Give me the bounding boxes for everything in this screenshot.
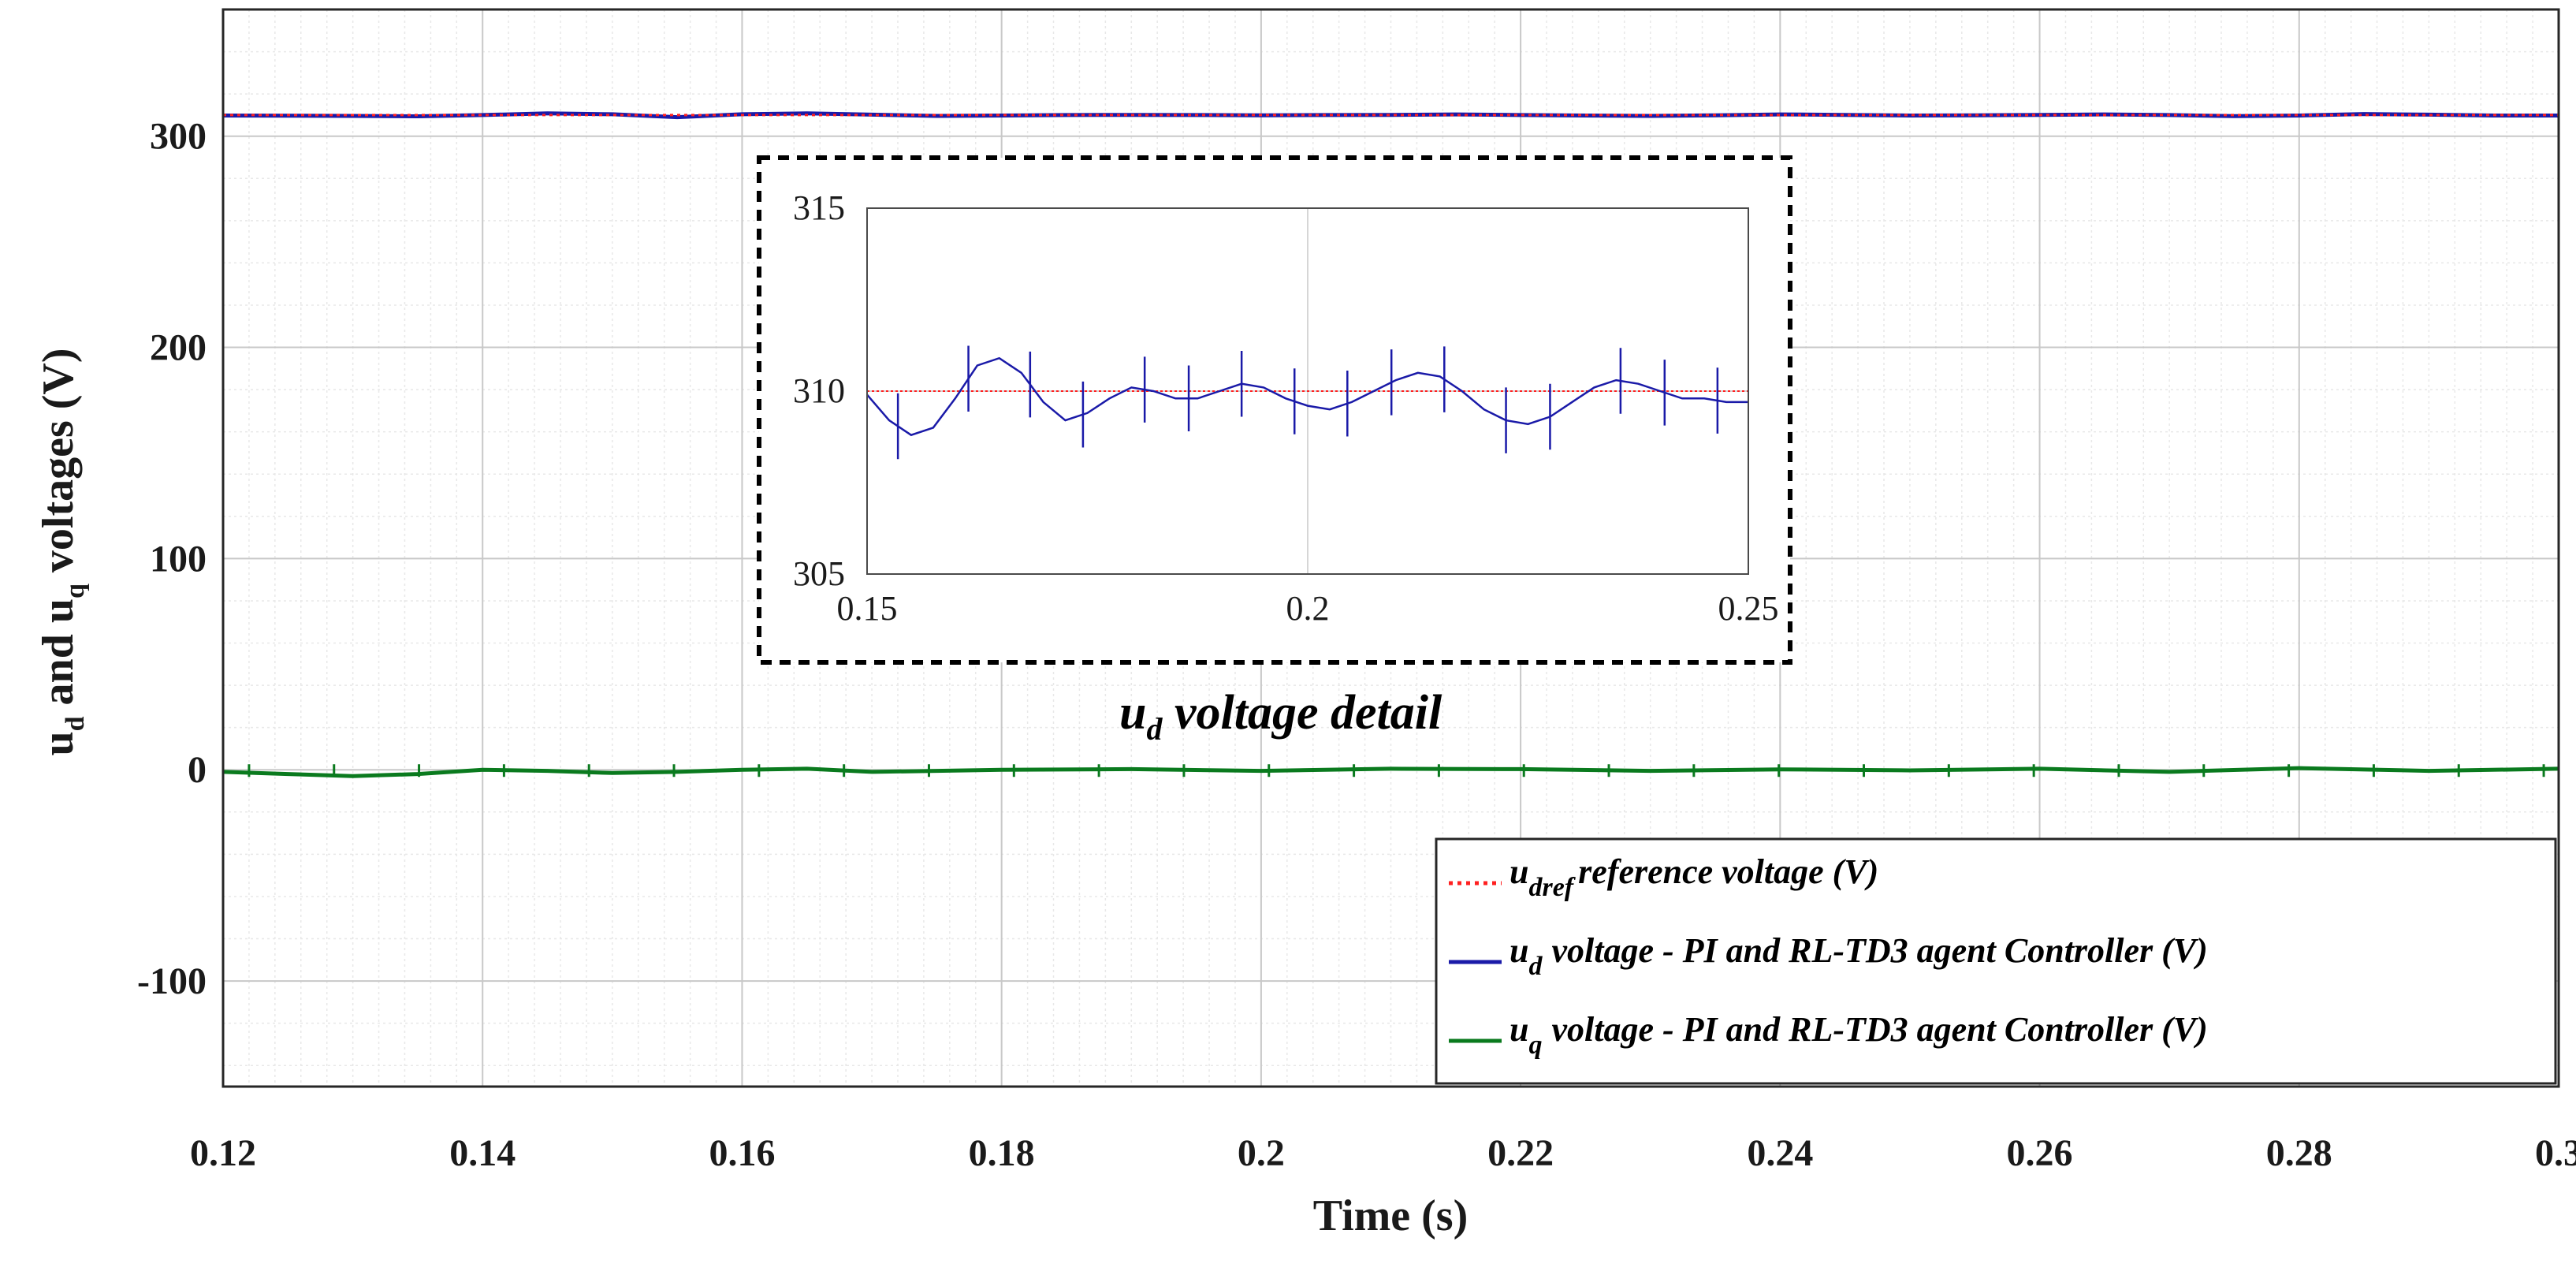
x-tick-label: 0.24 <box>1747 1132 1813 1174</box>
legend-label-ud-sub: d <box>1528 952 1543 981</box>
x-tick-label: 0.26 <box>2007 1132 2073 1174</box>
legend: udref reference voltage (V) ud voltage - P… <box>1435 837 2557 1085</box>
y-tick-label: -100 <box>137 960 207 1002</box>
legend-label-reference-sub: dref <box>1528 873 1576 902</box>
x-tick-label: 0.3 <box>2535 1132 2576 1174</box>
x-tick-label: 0.12 <box>190 1132 256 1174</box>
legend-label-reference-text: reference voltage (V) <box>1578 852 1878 891</box>
legend-label-uq-sub: q <box>1528 1031 1542 1060</box>
x-tick-label: 0.16 <box>709 1132 775 1174</box>
x-tick-label: 0.28 <box>2266 1132 2332 1174</box>
y-axis-ticks: -100 0 100 200 300 <box>137 116 207 1002</box>
y-axis-title: ud and uq voltages (V) <box>34 348 90 755</box>
legend-entry-uq: uq voltage - PI and RL-TD3 agent Controll… <box>1449 1010 2208 1060</box>
series-layer <box>222 111 2559 778</box>
legend-box <box>1435 837 2557 1085</box>
inset-x-tick-label: 0.15 <box>837 589 898 628</box>
y-tick-label: 200 <box>150 327 207 369</box>
y-tick-label: 300 <box>150 116 207 158</box>
inset-x-tick-label: 0.2 <box>1286 589 1330 628</box>
legend-label-ud-main: u <box>1509 931 1528 970</box>
plot-frame <box>221 8 2560 1088</box>
inset-y-tick-label: 315 <box>793 188 845 227</box>
inset-ticks: 0.15 0.2 0.25 305 310 315 <box>793 188 1779 628</box>
y-tick-label: 100 <box>150 538 207 580</box>
inset-series <box>866 345 1748 460</box>
inset-ud-line <box>866 356 1748 437</box>
x-tick-label: 0.18 <box>969 1132 1035 1174</box>
legend-entry-ud: ud voltage - PI and RL-TD3 agent Controll… <box>1449 931 2208 981</box>
y-tick-label: 0 <box>188 749 207 791</box>
x-tick-label: 0.22 <box>1487 1132 1554 1174</box>
x-tick-label: 0.14 <box>449 1132 516 1174</box>
legend-label-reference-main: u <box>1509 852 1528 891</box>
legend-label-uq-text: voltage - PI and RL-TD3 agent Controller… <box>1551 1010 2207 1049</box>
legend-label-uq-main: u <box>1509 1010 1528 1049</box>
x-axis-title: Time (s) <box>1313 1191 1469 1240</box>
x-tick-label: 0.2 <box>1238 1132 1285 1174</box>
inset-zoom: 0.15 0.2 0.25 305 310 315 ud voltage detail <box>757 155 1792 747</box>
inset-plot-frame <box>866 207 1749 575</box>
inset-y-tick-label: 310 <box>793 371 845 410</box>
inset-y-tick-label: 305 <box>793 554 845 593</box>
legend-entry-reference: udref reference voltage (V) <box>1449 852 1878 902</box>
inset-title: ud voltage detail <box>1119 686 1442 747</box>
x-axis-ticks: 0.12 0.14 0.16 0.18 0.2 0.22 0.24 0.26 0.28 0.3 <box>190 1132 2576 1174</box>
series-uq-line <box>222 766 2559 778</box>
legend-label-ud-text: voltage - PI and RL-TD3 agent Controller… <box>1551 931 2207 970</box>
inset-x-tick-label: 0.25 <box>1718 589 1779 628</box>
